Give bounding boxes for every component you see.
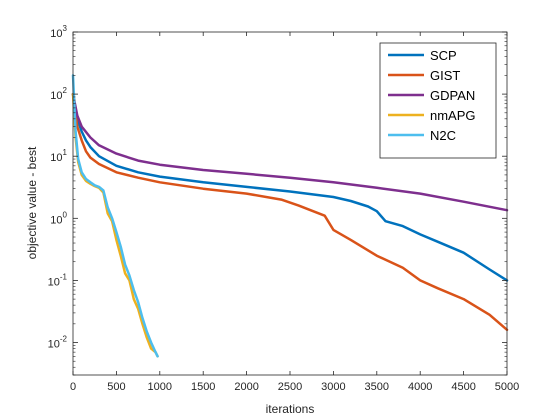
- x-tick-label: 4500: [451, 381, 475, 393]
- y-tick-label: 102: [50, 86, 67, 102]
- x-tick-label: 3000: [321, 381, 345, 393]
- tick-layer: [72, 31, 508, 376]
- y-tick-label: 10-1: [48, 272, 68, 288]
- y-tick-label: 103: [50, 24, 67, 40]
- legend-label-gdpan: GDPAN: [430, 88, 475, 103]
- tick-label-layer: 0 500 1000 1500 2000 2500 3000 3500 4000 4500 5000…: [48, 24, 520, 393]
- y-tick-label: 100: [50, 210, 67, 226]
- y-tick-label: 101: [50, 148, 67, 164]
- x-axis-label: iterations: [266, 402, 315, 416]
- series-line-gdpan: [71, 92, 509, 212]
- x-tick-label: 2500: [278, 381, 302, 393]
- x-tick-label: 0: [70, 381, 76, 393]
- x-tick-label: 3500: [365, 381, 389, 393]
- series-layer: [71, 74, 509, 358]
- legend-box: [379, 42, 497, 159]
- legend-label-gist: GIST: [430, 68, 460, 83]
- legend-label-nmapg: nmAPG: [430, 108, 476, 123]
- x-tick-label: 4000: [408, 381, 432, 393]
- x-tick-label: 2000: [234, 381, 258, 393]
- series-line-n2c: [71, 74, 159, 358]
- y-axis-label: objective value - best: [25, 146, 39, 259]
- legend-entries: SCP GIST GDPAN nmAPG N2C: [388, 48, 476, 143]
- y-tick-label: 10-2: [48, 335, 68, 351]
- x-tick-label: 5000: [495, 381, 519, 393]
- legend: SCP GIST GDPAN nmAPG N2C: [379, 42, 497, 159]
- series-line-scp: [71, 92, 509, 282]
- legend-label-scp: SCP: [430, 48, 457, 63]
- x-tick-label: 1000: [148, 381, 172, 393]
- x-tick-label: 1500: [191, 381, 215, 393]
- series-line-gist: [71, 92, 509, 332]
- x-tick-label: 500: [107, 381, 125, 393]
- legend-label-n2c: N2C: [430, 128, 456, 143]
